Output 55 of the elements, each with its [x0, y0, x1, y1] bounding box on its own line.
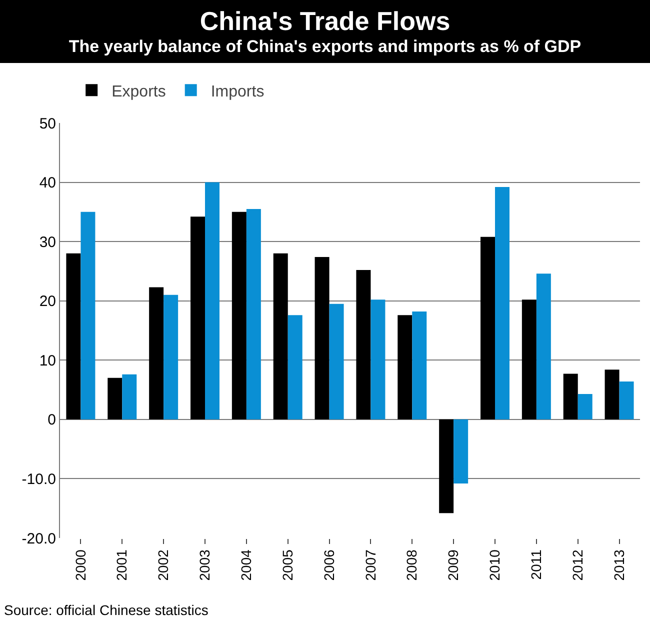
x-tick-label: 2001	[114, 549, 130, 581]
legend-label: Exports	[112, 83, 166, 100]
bar	[246, 208, 261, 420]
legend-label: Imports	[210, 83, 264, 100]
bar	[398, 315, 412, 420]
x-tick-label: 2007	[362, 549, 378, 581]
x-tick-label: 2010	[486, 549, 503, 581]
bar	[536, 274, 551, 420]
bar	[149, 287, 164, 420]
x-tick-label: 2003	[196, 549, 213, 581]
x-tick-label: 2000	[72, 549, 88, 581]
x-tick-label: 2005	[279, 549, 296, 581]
bar	[80, 212, 96, 420]
y-tick-label: 30	[39, 234, 56, 251]
x-tick-label: 2013	[610, 549, 627, 581]
bar	[205, 182, 220, 420]
chart-title: China's Trade Flows	[198, 6, 452, 37]
bar	[578, 394, 592, 420]
bar	[122, 374, 137, 420]
bar	[329, 304, 344, 420]
x-tick-label: 2006	[320, 549, 337, 581]
x-tick-label: 2008	[404, 549, 420, 581]
y-tick-label: 50	[39, 115, 56, 132]
bar	[370, 300, 386, 420]
bar	[273, 253, 288, 420]
x-tick-label: 2009	[445, 549, 462, 581]
bar	[232, 212, 246, 420]
x-tick-label: 2012	[569, 549, 586, 581]
x-tick-label: 2011	[528, 549, 544, 580]
x-tick-label: 2004	[238, 549, 254, 581]
x-tick-label: 2002	[155, 549, 172, 581]
y-tick-label: -10.0	[22, 470, 56, 488]
y-tick-label: 40	[39, 174, 56, 192]
bar	[454, 419, 468, 484]
y-tick-label: 0	[48, 412, 56, 429]
bar	[439, 419, 454, 514]
bar	[604, 370, 620, 420]
y-tick-label: -20.0	[22, 530, 56, 548]
bar	[619, 381, 634, 420]
bar	[356, 270, 371, 420]
bar	[314, 256, 330, 420]
bar	[190, 216, 205, 420]
bar	[164, 294, 178, 420]
y-tick-label: 20	[39, 293, 56, 310]
bar	[288, 315, 302, 420]
bar	[480, 236, 495, 420]
bar	[66, 253, 81, 420]
bar	[522, 300, 536, 420]
bar	[563, 374, 578, 420]
source-note: Source: official Chinese statistics	[4, 602, 208, 618]
bar	[495, 187, 510, 420]
bar	[412, 312, 427, 420]
chart-subtitle: The yearly balance of China's exports and imports as % of GDP	[68, 37, 582, 57]
bar	[108, 378, 122, 420]
y-tick-label: 10	[39, 352, 56, 370]
